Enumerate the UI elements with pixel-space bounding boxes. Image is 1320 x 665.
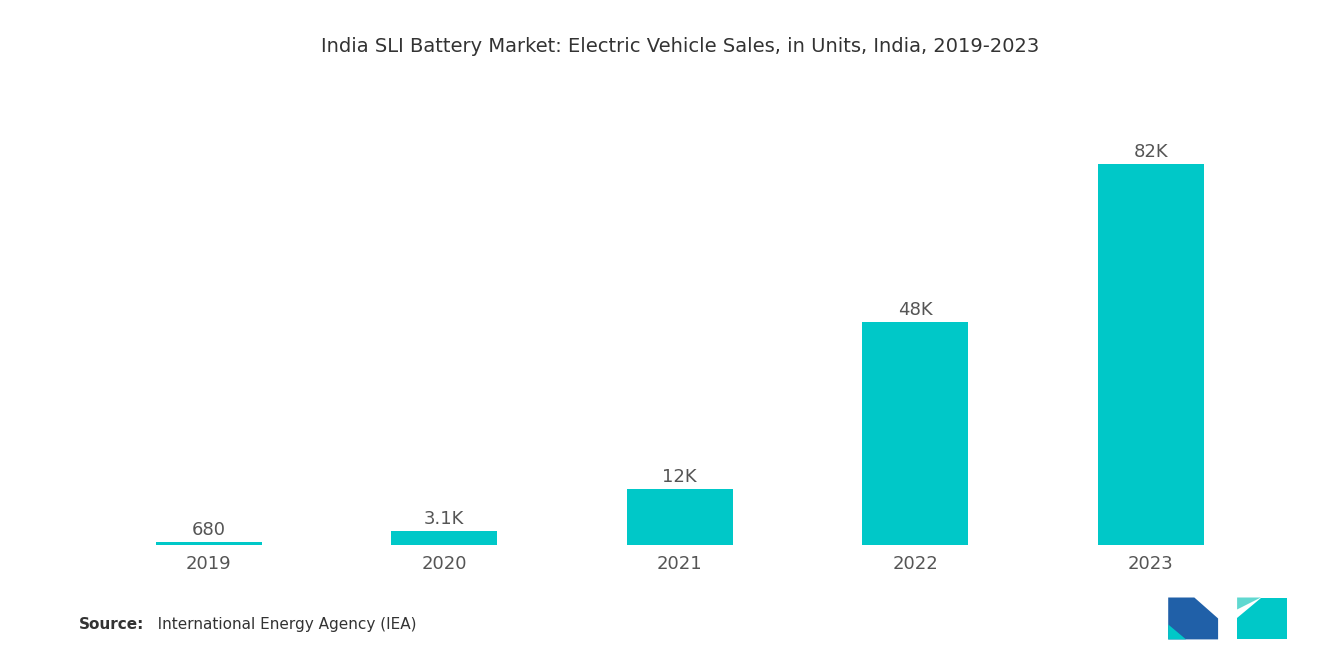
Text: 48K: 48K [898, 301, 933, 319]
Polygon shape [1237, 597, 1287, 640]
Title: India SLI Battery Market: Electric Vehicle Sales, in Units, India, 2019-2023: India SLI Battery Market: Electric Vehic… [321, 37, 1039, 56]
Bar [627, 489, 733, 545]
Polygon shape [1168, 597, 1218, 640]
Text: 82K: 82K [1134, 143, 1168, 161]
Text: International Energy Agency (IEA): International Energy Agency (IEA) [143, 616, 416, 632]
Bar [156, 542, 261, 545]
Bar [391, 531, 498, 545]
Text: Source:: Source: [79, 616, 145, 632]
Polygon shape [1168, 624, 1185, 640]
Text: 12K: 12K [663, 468, 697, 486]
Bar [1098, 164, 1204, 545]
Polygon shape [1237, 597, 1261, 609]
Text: 3.1K: 3.1K [424, 510, 465, 528]
Bar [862, 322, 969, 545]
Text: 680: 680 [191, 521, 226, 539]
